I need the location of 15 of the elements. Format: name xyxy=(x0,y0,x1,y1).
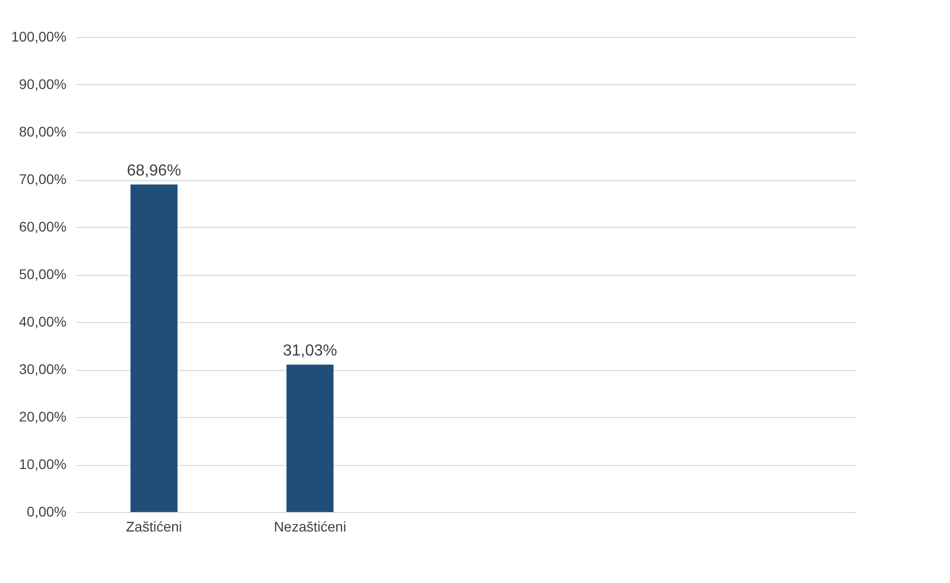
y-tick-label: 70,00% xyxy=(19,171,66,187)
data-label: 68,96% xyxy=(126,162,182,180)
data-label: 31,03% xyxy=(282,342,338,360)
y-tick-label: 90,00% xyxy=(19,76,66,92)
y-tick-label: 50,00% xyxy=(19,266,66,282)
x-tick-label: Zaštićeni xyxy=(126,518,182,534)
y-tick-label: 0,00% xyxy=(26,504,66,520)
y-tick-label: 80,00% xyxy=(19,124,66,140)
y-tick-label: 10,00% xyxy=(19,456,66,472)
y-tick-label: 30,00% xyxy=(19,361,66,377)
x-tick-label: Nezaštićeni xyxy=(274,518,346,534)
y-tick-label: 40,00% xyxy=(19,314,66,330)
y-tick-label: 100,00% xyxy=(11,28,66,44)
y-tick-label: 20,00% xyxy=(19,408,66,424)
y-tick-label: 60,00% xyxy=(19,218,66,234)
